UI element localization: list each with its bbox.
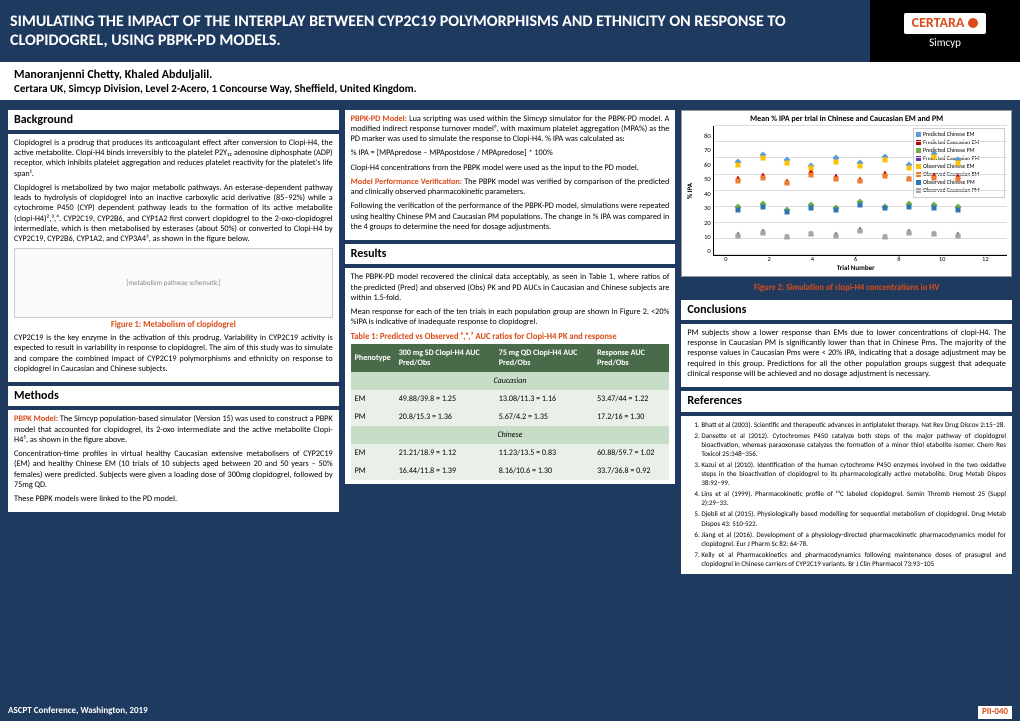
results-title: Results	[345, 244, 676, 264]
conclusions-p1: PM subjects show a lower response than E…	[687, 328, 1006, 379]
chart-area: % IPA 01020304050607080 Predicted Chines…	[686, 126, 1007, 256]
methods-p3: These PBPK models were linked to the PD …	[14, 494, 333, 504]
references-title: References	[681, 391, 1012, 411]
results-p1: The PBPK-PD model recovered the clinical…	[351, 272, 670, 303]
bg-p2: Clopidogrel is metabolized by two major …	[14, 183, 333, 245]
references-body: Bhatt et al (2003). Scientific and thera…	[681, 416, 1012, 574]
logo-block: CERTARA Simcyp	[870, 0, 1020, 62]
results-p2: Mean response for each of the ten trials…	[351, 307, 670, 328]
conference-label: ASCPT Conference, Washington, 2019	[8, 706, 148, 719]
footer: ASCPT Conference, Washington, 2019 PII-0…	[8, 706, 1012, 719]
plot-area: Predicted Chinese EMPredicted Caucasian …	[713, 126, 1007, 256]
background-body: Clopidogrel is a prodrug that produces i…	[8, 134, 339, 382]
table1: Phenotype300 mg SD Clopi-H4 AUC Pred/Obs…	[351, 344, 670, 480]
figure2-caption: Figure 2: Simulation of clopi-H4 concent…	[681, 283, 1012, 293]
figure1-caption: Figure 1: Metabolism of clopidogrel	[14, 320, 333, 331]
y-axis-label: % IPA	[686, 183, 694, 199]
affiliation: Certara UK, Simcyp Division, Level 2-Ace…	[14, 82, 1006, 95]
table1-caption: Table 1: Predicted vs Observed ⁵,⁶,⁷ AUC…	[351, 332, 670, 343]
mid-p1: PBPK-PD Model: Lua scripting was used wi…	[351, 114, 670, 145]
bg-p3: CYP2C19 is the key enzyme in the activat…	[14, 333, 333, 374]
figure2-chart: Mean % IPA per trial in Chinese and Cauc…	[681, 110, 1012, 278]
methods-body: PBPK Model: The Simcyp population-based …	[8, 410, 339, 512]
mid-p3: Model Performance Verification: The PBPK…	[351, 177, 670, 198]
background-title: Background	[8, 110, 339, 130]
middle-body: PBPK-PD Model: Lua scripting was used wi…	[345, 110, 676, 241]
conclusions-title: Conclusions	[681, 300, 1012, 320]
column-left: Background Clopidogrel is a prodrug that…	[8, 110, 339, 715]
chart-title: Mean % IPA per trial in Chinese and Cauc…	[686, 115, 1007, 125]
title-block: SIMULATING THE IMPACT OF THE INTERPLAY B…	[0, 0, 870, 62]
methods-p1: PBPK Model: The Simcyp population-based …	[14, 414, 333, 445]
mid-p2: Clopi-H4 concentrations from the PBPK mo…	[351, 163, 670, 173]
figure1-schematic: [metabolism pathway schematic]	[14, 248, 333, 318]
pii-label: PII-040	[978, 706, 1012, 719]
poster-title: SIMULATING THE IMPACT OF THE INTERPLAY B…	[10, 12, 860, 50]
certara-logo: CERTARA	[904, 13, 987, 34]
content-grid: Background Clopidogrel is a prodrug that…	[0, 104, 1020, 721]
y-axis: 01020304050607080	[695, 126, 713, 256]
header: SIMULATING THE IMPACT OF THE INTERPLAY B…	[0, 0, 1020, 62]
authors-block: Manoranjenni Chetty, Khaled Abduljalil. …	[0, 62, 1020, 104]
methods-p2: Concentration-time profiles in virtual h…	[14, 449, 333, 490]
column-right: Mean % IPA per trial in Chinese and Cauc…	[681, 110, 1012, 715]
simcyp-logo: Simcyp	[929, 36, 961, 49]
bg-p1: Clopidogrel is a prodrug that produces i…	[14, 138, 333, 179]
results-body: The PBPK-PD model recovered the clinical…	[345, 268, 676, 484]
methods-title: Methods	[8, 386, 339, 406]
x-axis-label: Trial Number	[704, 264, 1007, 272]
mid-formula: % IPA = [MPApredose – MPApostdose / MPAp…	[351, 148, 670, 158]
author-names: Manoranjenni Chetty, Khaled Abduljalil.	[14, 68, 1006, 82]
conclusions-body: PM subjects show a lower response than E…	[681, 324, 1012, 387]
references-list: Bhatt et al (2003). Scientific and thera…	[687, 420, 1006, 568]
mid-p4: Following the verification of the perfor…	[351, 201, 670, 232]
column-middle: PBPK-PD Model: Lua scripting was used wi…	[345, 110, 676, 715]
